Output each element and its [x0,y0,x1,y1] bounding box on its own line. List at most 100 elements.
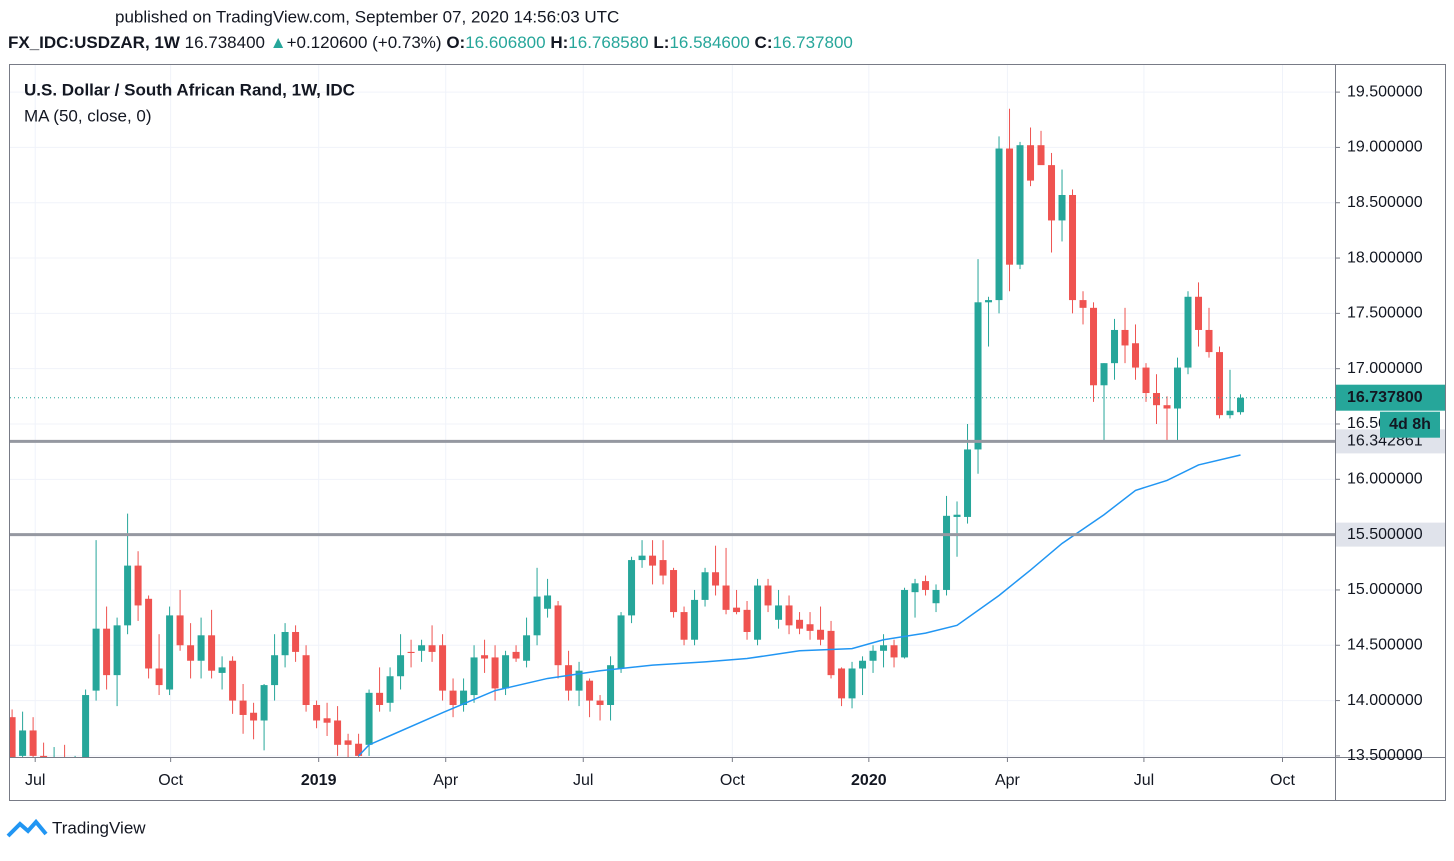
candle-body [985,300,993,303]
candle-body [1016,145,1024,265]
candle-body [1090,307,1098,386]
candle-body [1195,296,1203,330]
candle-body [72,761,79,772]
y-tick-label: 14.000000 [1347,692,1423,709]
candle-body [344,740,352,745]
candle-body [1079,300,1087,308]
candle-body [1237,397,1245,413]
candle-body [397,655,405,677]
ma-line [358,454,1241,757]
published: published on TradingView.com, September … [115,7,619,26]
candle-body [733,607,741,613]
candle-body [145,598,153,669]
open: 16.606800 [465,33,545,52]
candle-body [1142,367,1150,394]
x-tick-label: 2020 [851,772,887,789]
candle-body [1058,194,1066,221]
candle-body [596,700,604,706]
candle-body [680,612,688,640]
last-price-label: 16.737800 [1347,389,1423,406]
candle-body [428,645,436,652]
candle-body [239,700,247,715]
candle-body [460,690,468,706]
low-label: L: [653,33,669,52]
candle-body [208,635,216,671]
candle-body [764,585,772,606]
y-tick-label: 17.500000 [1347,305,1423,322]
candle-body [187,645,195,661]
candle-body [260,685,268,721]
candle-body [449,690,457,706]
last-price-badge [1336,384,1445,411]
close: 16.737800 [773,33,853,52]
symbol: FX_IDC:USDZAR, 1W [8,33,181,52]
candle-body [1184,296,1192,368]
candle-body [92,628,100,691]
ma-legend: MA (50, close, 0) [24,106,152,125]
candle-body [754,585,762,640]
candle-body [523,635,531,661]
candle-body [51,761,58,772]
high-label: H: [550,33,568,52]
candle-body [796,619,804,629]
x-tick-label: Oct [720,772,745,789]
candle-body [943,515,951,590]
candle-body [607,665,615,706]
candle-body [40,755,48,757]
candle-body [271,655,279,686]
candle-body [250,712,258,721]
candle-body [827,630,835,676]
countdown: 4d 8h [1389,416,1431,433]
candle-body [953,514,961,517]
candle-body [869,650,877,661]
candle-body [176,615,184,646]
candle-body [407,651,415,654]
candle-body [922,581,930,590]
candle-body [19,730,27,756]
x-tick-label: Jul [1134,772,1154,789]
candle-body [848,668,856,699]
axes: 13.500000 14.000000 14.500000 15.000000 15.5… [25,83,1423,789]
candle-body [1027,145,1035,181]
candle-body [166,615,174,690]
high: 16.768580 [568,33,648,52]
candle-body [323,718,331,723]
x-tick-label: Oct [158,772,183,789]
candle-body [575,670,583,691]
candle-body [197,635,205,661]
candle-body [124,565,132,626]
candle-body [838,668,846,699]
y-tick-label: 19.500000 [1347,83,1423,100]
y-tick-label: 18.500000 [1347,194,1423,211]
candle-body [554,605,562,666]
x-tick-label: Jul [25,772,45,789]
close-label: C: [755,33,773,52]
chart-title: U.S. Dollar / South African Rand, 1W, ID… [24,80,355,99]
change: +0.120600 (+0.73%) [287,33,442,52]
candle-body [491,657,499,689]
x-tick-label: Jul [573,772,593,789]
candle-body [113,625,121,676]
candle-body [61,761,68,772]
x-tick-label: Oct [1270,772,1295,789]
frame [9,64,1446,801]
candle-body [418,645,426,651]
candle-body [701,572,709,600]
candle-body [901,589,909,658]
candle-body [1163,405,1171,409]
candle-body [229,660,237,701]
candle-body [365,692,373,745]
candle-body [155,668,163,686]
level-label: 15.500000 [1347,526,1423,543]
candle-body [1174,367,1182,409]
footer: TradingView [52,818,146,837]
candle-body [691,599,699,640]
candle-body [376,692,384,706]
candle-body [386,676,394,703]
y-tick-label: 16.000000 [1347,471,1423,488]
candle-body [1100,363,1108,386]
candle-body [670,570,678,613]
candle-body [964,449,972,517]
open-label: O: [446,33,465,52]
